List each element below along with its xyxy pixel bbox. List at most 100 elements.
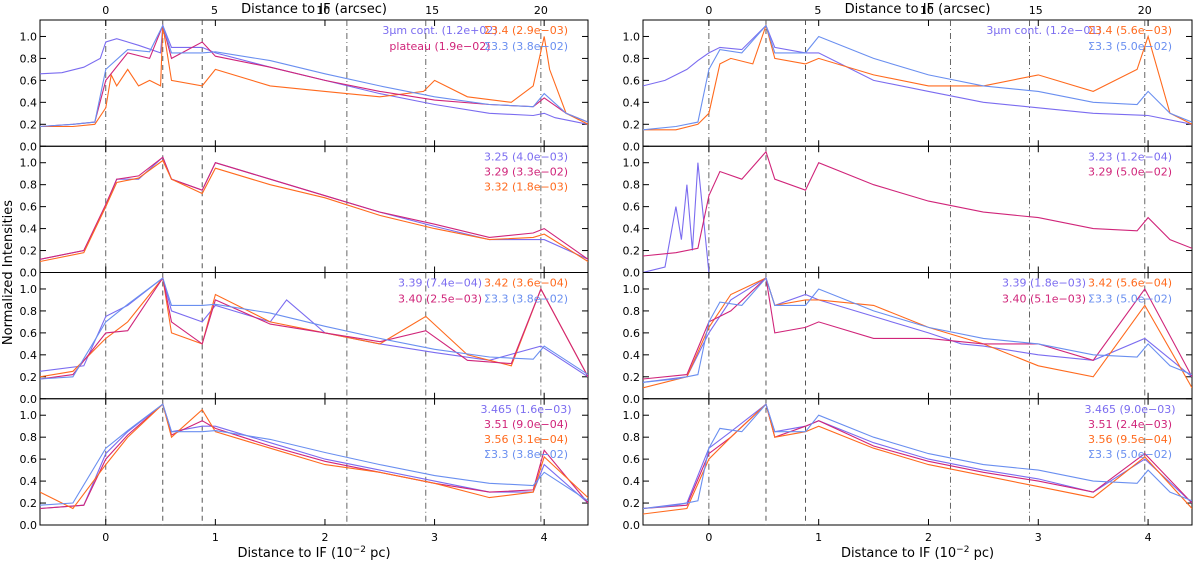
y-tick-label: 1.0 xyxy=(20,30,38,43)
top-axis-label: Distance to IF (arcsec) xyxy=(241,2,387,17)
y-tick-label: 0.6 xyxy=(20,453,38,466)
series-line-magenta xyxy=(643,276,1192,380)
y-tick-label: 0.6 xyxy=(20,327,38,340)
y-tick-label: 0.2 xyxy=(20,497,38,510)
bottom-tick-label: 1 xyxy=(815,531,822,544)
series-line-lightblue xyxy=(643,403,1192,510)
y-tick-label: 1.0 xyxy=(20,283,38,296)
series-line-orange xyxy=(40,159,588,263)
subplot-frame xyxy=(39,19,589,147)
y-tick-label: 0.0 xyxy=(623,393,641,406)
top-tick-label: 0 xyxy=(102,4,109,17)
series-line-blue xyxy=(643,162,710,273)
series-line-orange xyxy=(643,277,1192,389)
bottom-tick-label: 3 xyxy=(431,531,438,544)
legend-entry: 3.23 (1.2e−04) xyxy=(1088,150,1172,163)
y-tick-label: 0.2 xyxy=(623,118,641,131)
y-tick-label: 0.0 xyxy=(20,140,38,153)
top-tick-label: 10 xyxy=(316,4,330,17)
series-line-orange xyxy=(40,25,588,128)
bottom-tick-label: 2 xyxy=(321,531,328,544)
y-tick-label: 0.2 xyxy=(623,371,641,384)
y-tick-label: 0.8 xyxy=(623,52,641,65)
subplot-frame xyxy=(39,272,589,400)
y-tick-label: 0.2 xyxy=(623,497,641,510)
subplot-frame xyxy=(39,398,589,526)
bottom-tick-label: 0 xyxy=(102,531,109,544)
legend-entry: Σ3.3 (5.0e−02) xyxy=(1088,293,1172,306)
y-tick-label: 0.6 xyxy=(623,201,641,214)
legend-entry: 3.42 (5.6e−04) xyxy=(1088,277,1172,290)
y-tick-label: 0.2 xyxy=(20,371,38,384)
series-line-magenta xyxy=(40,403,588,510)
series-line-orange xyxy=(40,403,588,510)
legend-entry: 3.465 (1.6e−03) xyxy=(480,403,571,416)
top-tick-label: 15 xyxy=(425,4,439,17)
y-tick-label: 0.4 xyxy=(623,475,641,488)
legend-entry: Σ3.3 (5.0e−02) xyxy=(1088,448,1172,461)
y-tick-label: 0.2 xyxy=(20,118,38,131)
y-tick-label: 1.0 xyxy=(623,30,641,43)
y-tick-label: 0.4 xyxy=(623,96,641,109)
y-tick-label: 0.4 xyxy=(20,475,38,488)
top-axis-label: Distance to IF (arcsec) xyxy=(845,2,991,17)
y-tick-label: 0.4 xyxy=(20,349,38,362)
legend-entry: 3.25 (4.0e−03) xyxy=(484,150,568,163)
legend-entry: 3.51 (9.0e−04) xyxy=(484,418,568,431)
legend-entry: 3μm cont. (1.2e−01) xyxy=(986,24,1101,37)
subplot-frame xyxy=(642,272,1193,400)
y-tick-label: 0.8 xyxy=(623,431,641,444)
series-line-blue xyxy=(40,25,588,125)
bottom-tick-label: 1 xyxy=(212,531,219,544)
subplot-frame xyxy=(642,398,1193,526)
y-tick-label: 0.0 xyxy=(623,140,641,153)
y-tick-label: 1.0 xyxy=(20,409,38,422)
y-tick-label: 1.0 xyxy=(623,157,641,170)
legend-entry: Σ3.3 (3.8e−02) xyxy=(484,293,568,306)
y-tick-label: 1.0 xyxy=(623,283,641,296)
bottom-tick-label: 3 xyxy=(1035,531,1042,544)
legend-entry: 3.40 (2.5e−03) xyxy=(398,293,482,306)
series-line-magenta xyxy=(40,156,588,260)
series-line-lightblue xyxy=(643,24,1192,131)
y-tick-label: 0.4 xyxy=(623,349,641,362)
y-tick-label: 0.8 xyxy=(20,431,38,444)
y-tick-label: 0.8 xyxy=(20,305,38,318)
y-tick-label: 0.2 xyxy=(20,245,38,258)
y-tick-label: 0.0 xyxy=(20,393,38,406)
y-tick-label: 0.2 xyxy=(623,245,641,258)
legend-entry: 3.56 (3.1e−04) xyxy=(484,433,568,446)
legend-entry: 3.56 (9.5e−04) xyxy=(1088,433,1172,446)
series-line-magenta xyxy=(643,403,1192,510)
series-line-lightblue xyxy=(643,276,1192,383)
top-tick-label: 10 xyxy=(920,4,934,17)
y-tick-label: 0.6 xyxy=(20,201,38,214)
legend-entry: Σ3.4 (2.9e−03) xyxy=(484,24,568,37)
legend-entry: 3.465 (9.0e−03) xyxy=(1084,403,1175,416)
y-tick-label: 0.4 xyxy=(20,223,38,236)
top-tick-label: 0 xyxy=(705,4,712,17)
series-line-blue xyxy=(643,24,1192,125)
y-tick-label: 1.0 xyxy=(20,157,38,170)
y-tick-label: 1.0 xyxy=(623,409,641,422)
legend-entry: 3.39 (1.8e−03) xyxy=(1002,277,1086,290)
y-tick-label: 0.6 xyxy=(623,327,641,340)
series-line-lightblue xyxy=(40,277,588,380)
y-tick-label: 0.6 xyxy=(623,74,641,87)
legend-entry: 3.32 (1.8e−03) xyxy=(484,180,568,193)
bottom-tick-label: 4 xyxy=(1145,531,1152,544)
y-tick-label: 0.0 xyxy=(623,519,641,532)
legend-entry: Σ3.3 (3.8e−02) xyxy=(484,40,568,53)
y-tick-label: 0.6 xyxy=(20,74,38,87)
y-tick-label: 0.0 xyxy=(20,519,38,532)
y-tick-label: 0.0 xyxy=(20,267,38,280)
series-line-magenta xyxy=(40,276,588,380)
series-line-magenta xyxy=(643,150,1192,257)
legend-entry: 3.29 (5.0e−02) xyxy=(1088,165,1172,178)
y-tick-label: 0.0 xyxy=(623,267,641,280)
y-tick-label: 0.8 xyxy=(20,52,38,65)
top-tick-label: 5 xyxy=(814,4,821,17)
series-line-orange xyxy=(643,403,1192,515)
